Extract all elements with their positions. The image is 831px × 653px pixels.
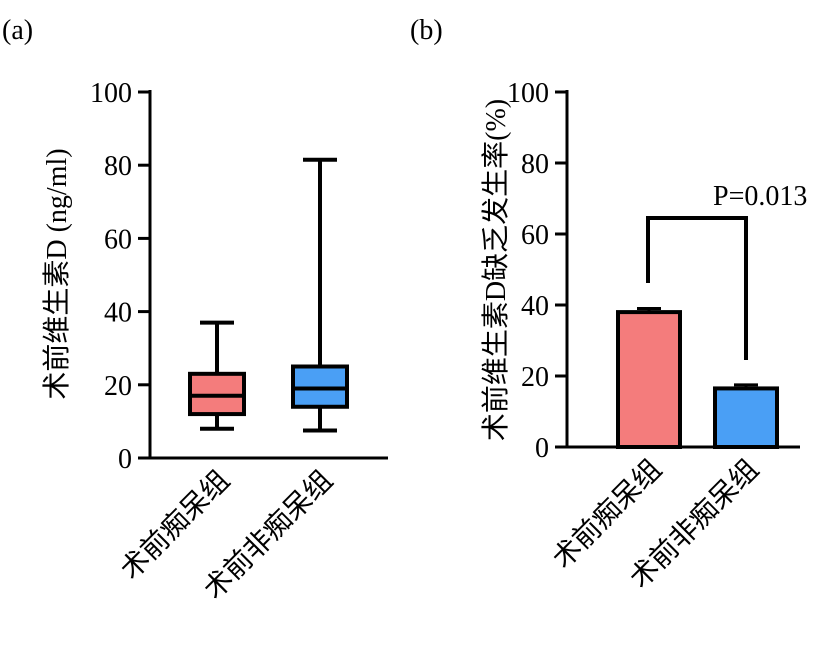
panel-b-y-label: 术前维生素D缺乏发生率(%): [480, 99, 512, 441]
bar: [616, 310, 682, 449]
panel-a-ytick-label: 20: [104, 371, 132, 402]
panel-a-label: (a): [2, 15, 33, 46]
panel-a-ytick-label: 0: [118, 444, 132, 475]
panel-a-ytick-label: 60: [104, 224, 132, 255]
panel-a-y-label: 术前维生素D (ng/ml): [41, 148, 73, 399]
panel-a-ytick-label: 100: [90, 78, 132, 109]
panel-a-ytick-label: 40: [104, 298, 132, 329]
panel-b-ytick-label: 0: [535, 433, 549, 464]
p-value-annotation: P=0.013: [713, 181, 807, 212]
significance-bracket: [646, 216, 748, 360]
panel-b-label: (b): [410, 15, 443, 46]
bar: [713, 386, 779, 449]
panel-b-ytick-label: 60: [521, 220, 549, 251]
panel-b-ytick-label: 20: [521, 362, 549, 393]
panel-b-ytick-label: 40: [521, 291, 549, 322]
panel-b-ytick-label: 80: [521, 149, 549, 180]
panel-b-ytick-label: 100: [507, 78, 549, 109]
panel-a-ytick-label: 80: [104, 151, 132, 182]
